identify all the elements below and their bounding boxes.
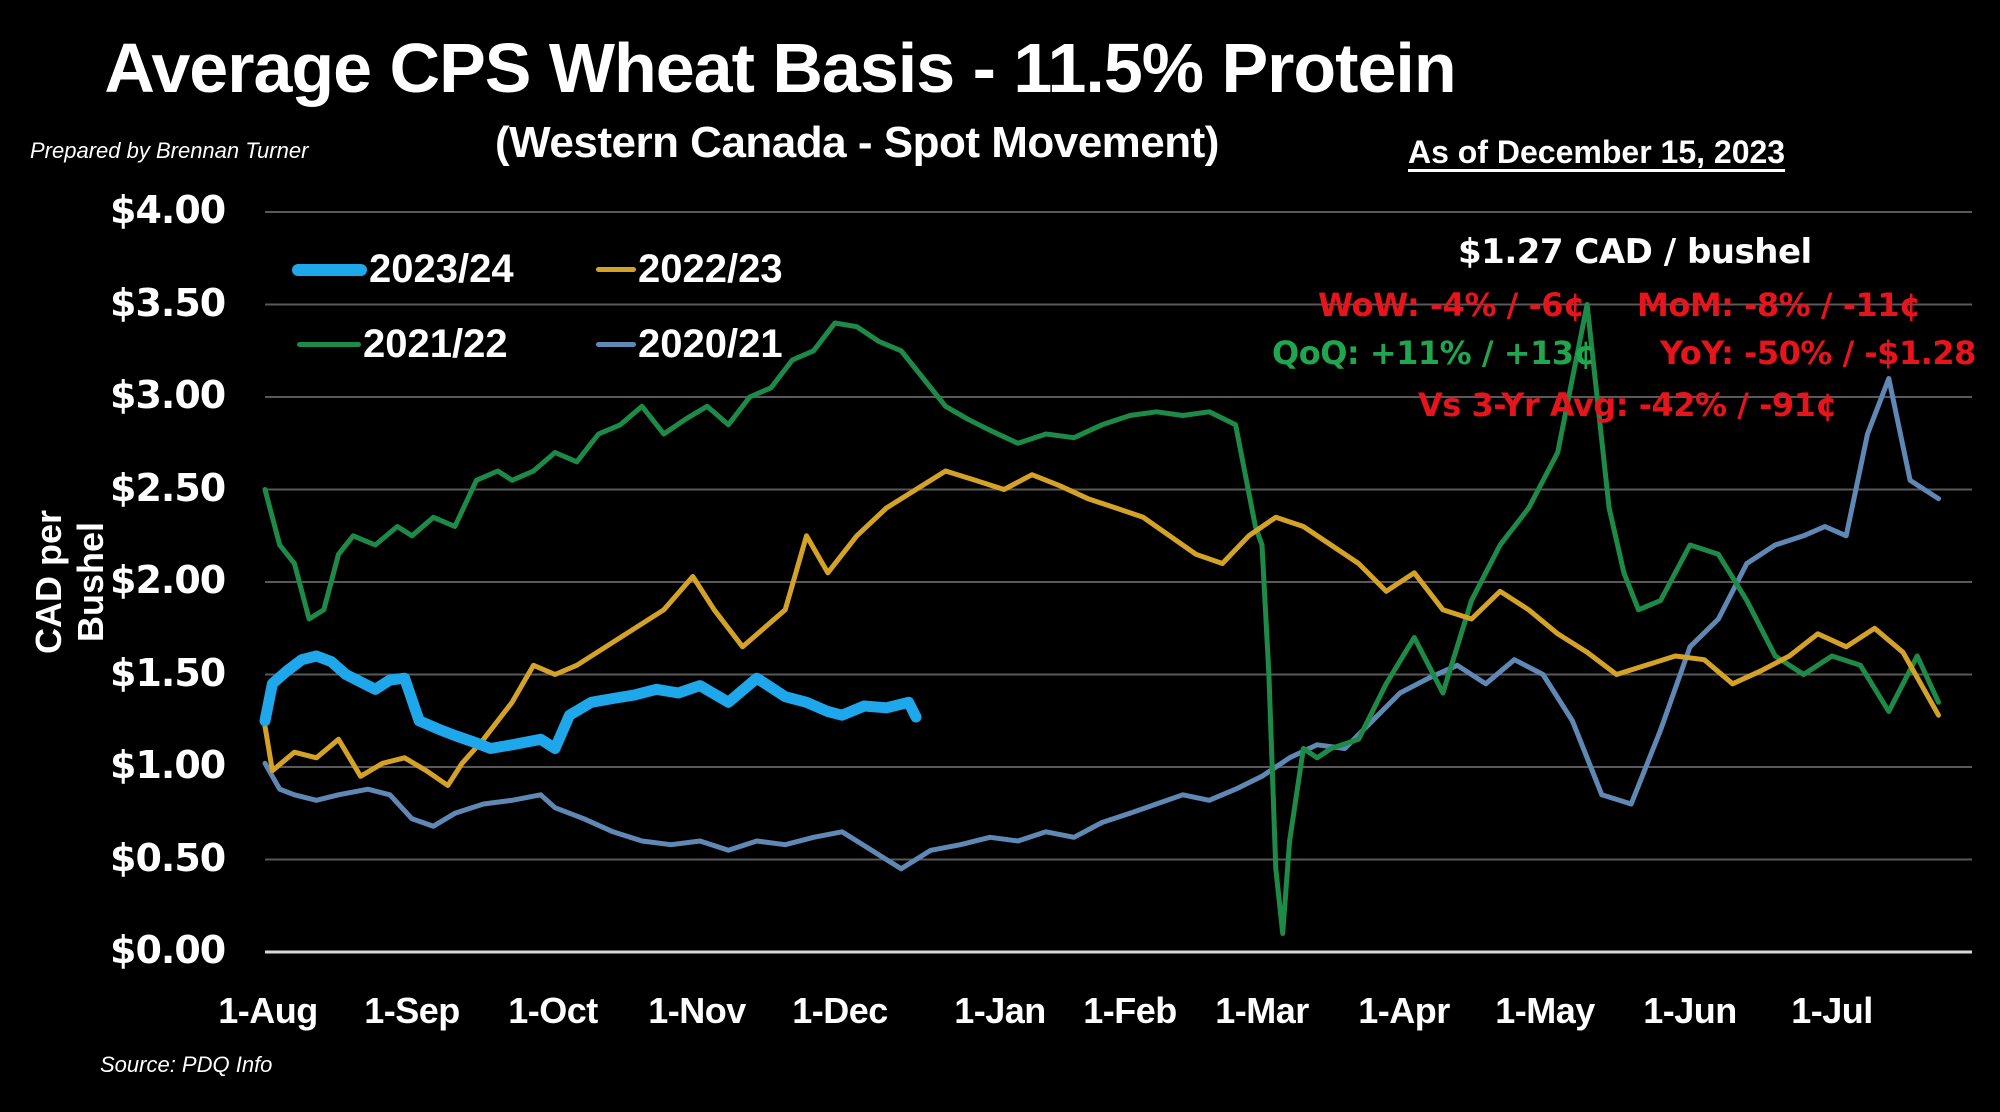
series-line-2021-22 — [262, 302, 1941, 936]
x-tick-label: 1-Jun — [1643, 990, 1737, 1031]
x-tick-label: 1-Jan — [954, 990, 1046, 1031]
legend-label: 2020/21 — [638, 322, 783, 366]
y-tick-label: $2.00 — [110, 558, 226, 602]
x-tick-label: 1-Aug — [218, 990, 318, 1031]
y-tick-label: $3.50 — [110, 280, 226, 325]
series-line-2023-24 — [259, 650, 922, 754]
as-of-date: As of December 15, 2023 — [1408, 134, 1786, 170]
x-tick-label: 1-Sep — [364, 990, 460, 1031]
series-lines — [259, 302, 1941, 936]
x-tick-label: 1-Feb — [1083, 990, 1177, 1031]
legend-swatch-2022-23 — [596, 267, 636, 272]
legend-item-2020-21: 2020/21 — [596, 322, 783, 367]
chart-title: Average CPS Wheat Basis - 11.5% Protein — [104, 29, 1456, 107]
legend-item-2022-23: 2022/23 — [596, 247, 783, 292]
legend-swatch-2023-24 — [292, 263, 367, 276]
chart-subtitle: (Western Canada - Spot Movement) — [495, 118, 1219, 167]
stat-mom: MoM: -8% / -11¢ — [1637, 286, 1921, 324]
y-tick-label: $3.00 — [110, 373, 226, 417]
x-tick-label: 1-Jul — [1791, 990, 1873, 1031]
legend-swatch-2021-22 — [297, 342, 361, 347]
source-credit: Source: PDQ Info — [100, 1052, 273, 1077]
stat-wow: WoW: -4% / -6¢ — [1318, 286, 1585, 324]
series-line-2020-21 — [262, 376, 1941, 872]
series-line-2022-23 — [262, 468, 1941, 788]
x-tick-label: 1-Mar — [1215, 990, 1309, 1031]
y-tick-label: $0.00 — [110, 928, 226, 972]
x-tick-label: 1-Dec — [792, 990, 888, 1031]
legend-label: 2021/22 — [363, 322, 508, 366]
stat-qoq: QoQ: +11% / +13¢ — [1272, 334, 1596, 372]
legend-swatch-2020-21 — [596, 342, 636, 347]
y-tick-label: $1.00 — [110, 743, 226, 787]
y-tick-label: $1.50 — [110, 650, 226, 695]
stat-vs-3yr-avg: Vs 3-Yr Avg: -42% / -91¢ — [1418, 386, 1838, 424]
x-tick-label: 1-Nov — [648, 990, 746, 1031]
y-tick-label: $2.50 — [110, 465, 226, 510]
legend-item-2021-22: 2021/22 — [297, 322, 508, 367]
x-tick-label: 1-Apr — [1358, 990, 1450, 1031]
current-price-headline: $1.27 CAD / bushel — [1458, 232, 1812, 272]
prepared-by-credit: Prepared by Brennan Turner — [30, 138, 309, 163]
stat-yoy: YoY: -50% / -$1.28 — [1660, 334, 1976, 372]
x-tick-label: 1-May — [1495, 990, 1595, 1031]
y-tick-label: $0.50 — [110, 835, 226, 880]
legend-item-2023-24: 2023/24 — [292, 247, 514, 292]
legend-label: 2022/23 — [638, 247, 783, 291]
y-tick-label: $4.00 — [110, 188, 226, 232]
x-tick-label: 1-Oct — [508, 990, 598, 1031]
legend-label: 2023/24 — [369, 247, 514, 291]
